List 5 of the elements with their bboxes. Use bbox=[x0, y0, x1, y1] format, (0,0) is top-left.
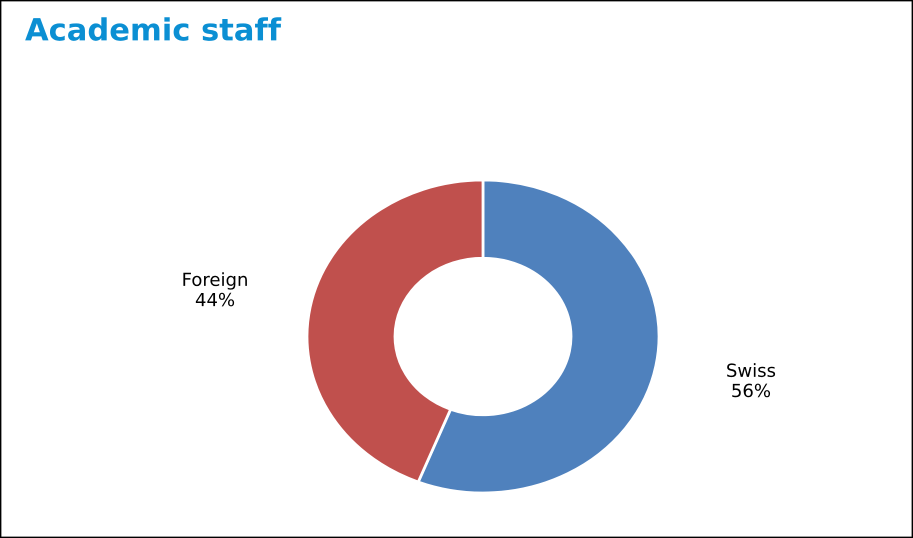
data-label: 56% bbox=[732, 384, 770, 398]
chart-title: Academic staff bbox=[25, 17, 282, 41]
slice-label: Foreign bbox=[183, 272, 247, 290]
data-label: 44% bbox=[196, 292, 234, 306]
slice-label: Swiss bbox=[727, 363, 776, 378]
